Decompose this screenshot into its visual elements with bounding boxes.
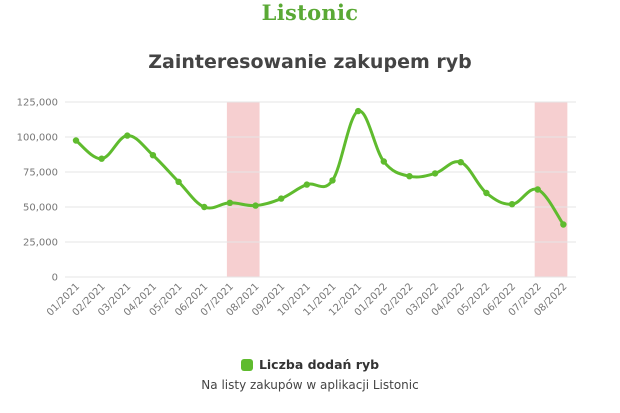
listonic-logo: Listonic (261, 0, 359, 25)
y-tick-label: 75,000 (23, 168, 58, 179)
data-point (483, 189, 490, 197)
chart-title: Zainteresowanie zakupem ryb (148, 51, 472, 73)
y-tick-label: 50,000 (23, 203, 58, 214)
y-tick-label: 0 (52, 273, 58, 284)
data-point (380, 158, 387, 165)
data-point (457, 159, 464, 166)
data-point (354, 107, 362, 115)
data-point (278, 195, 285, 202)
data-point (175, 178, 182, 185)
series-line (74, 109, 565, 226)
legend-label: Liczba dodań ryb (258, 357, 380, 372)
y-tick-label: 25,000 (23, 238, 58, 249)
data-point (329, 177, 336, 184)
data-point (149, 152, 157, 159)
data-point (226, 199, 234, 206)
data-point (201, 203, 208, 211)
legend-swatch (240, 358, 253, 371)
data-point (431, 170, 439, 177)
data-point (252, 202, 259, 209)
highlight-band-0 (226, 102, 260, 277)
data-point (303, 181, 311, 188)
y-tick-label: 100,000 (17, 133, 58, 144)
y-tick-label: 125,000 (17, 98, 58, 109)
data-point (560, 221, 567, 228)
legend-note: Na listy zakupów w aplikacji Listonic (201, 378, 419, 392)
data-point (406, 173, 413, 180)
data-point (72, 137, 80, 144)
chart-legend: Liczba dodań ryb (0, 357, 620, 372)
data-point (534, 186, 541, 193)
data-point (508, 201, 516, 208)
data-point (124, 132, 131, 139)
data-point (98, 155, 105, 162)
